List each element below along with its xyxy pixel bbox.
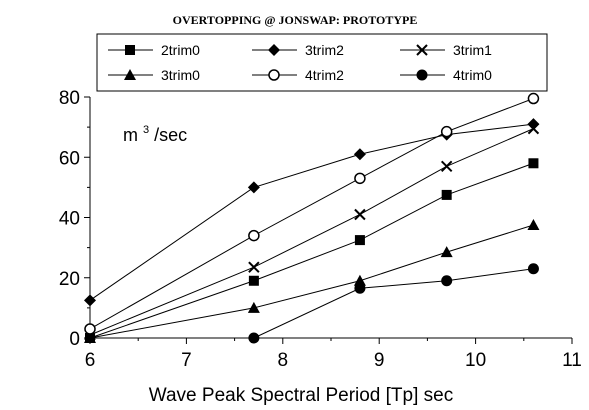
x-tick-label: 6 [85,350,96,371]
unit-superscript: 3 [143,124,149,136]
data-point-3trim2 [247,181,260,194]
data-point-4trim2 [248,229,260,242]
legend-label: 3trim2 [305,42,344,58]
data-point-3trim1 [354,208,366,221]
y-tick-label: 0 [69,329,80,350]
legend-item-4trim0: 4trim0 [400,67,492,83]
legend-item-3trim0: 3trim0 [108,67,200,83]
series-2trim0 [85,158,539,343]
data-point-4trim0 [248,332,260,344]
data-point-3trim2 [84,294,96,307]
legend-label: 3trim1 [453,42,492,58]
x-marker-stroke [248,261,260,273]
axes: 6 7 8 9 10 11 0 20 40 60 80 [59,88,582,371]
series-3trim0 [84,219,540,343]
legend-marker [268,44,280,56]
series-4trim2 [84,92,540,335]
x-tick-label: 9 [374,350,385,371]
legend-marker [268,69,280,81]
data-point-4trim0 [441,275,453,287]
legend-item-2trim0: 2trim0 [108,42,200,58]
x-marker-stroke [440,160,453,172]
unit-suffix: /sec [154,125,187,145]
data-point-3trim0 [247,301,260,313]
legend-item-3trim2: 3trim2 [252,42,344,58]
series-line-3trim1 [89,128,534,336]
data-point-3trim2 [353,148,366,161]
x-tick-label: 10 [465,350,486,371]
legend-item-3trim1: 3trim1 [400,42,492,58]
unit-annotation: m 3 /sec [123,117,187,145]
y-tick-label: 40 [59,209,80,230]
data-point-3trim0 [440,246,453,258]
x-axis-label: Wave Peak Spectral Period [Tp] sec [149,385,453,405]
unit-base: m [123,125,138,145]
chart-title: OVERTOPPING @ JONSWAP: PROTOTYPE [173,13,418,27]
legend-label: 4trim2 [305,67,344,83]
series-layer [84,92,540,344]
legend-item-4trim2: 4trim2 [252,67,344,83]
legend-label: 4trim0 [453,67,492,83]
data-point-3trim0 [84,332,96,343]
x-tick-label: 11 [562,350,582,371]
x-marker-stroke [527,122,540,135]
legend-marker [416,44,428,56]
data-point-3trim0 [527,219,540,231]
series-line-3trim0 [89,224,534,339]
x-marker-stroke [354,208,366,221]
data-point-4trim2 [84,323,96,335]
y-tick-label: 20 [59,269,80,290]
series-4trim0 [248,263,539,344]
series-line-4trim0 [253,268,534,339]
series-line-3trim2 [89,123,534,301]
series-line-2trim0 [89,162,534,339]
data-point-3trim1 [527,122,540,135]
legend-label: 3trim0 [161,67,200,83]
data-point-2trim0 [354,235,365,246]
series-3trim1 [84,122,540,341]
legend-label: 2trim0 [161,42,200,58]
data-point-2trim0 [248,275,259,286]
x-tick-label: 8 [278,350,289,371]
x-marker-stroke [416,44,428,56]
data-point-3trim2 [527,118,540,131]
series-3trim2 [84,118,540,307]
data-point-4trim2 [440,125,453,138]
legend: 2trim0 3trim2 3trim1 3trim0 4trim2 4trim0 [108,42,492,83]
data-point-3trim1 [440,160,453,172]
data-point-4trim2 [527,92,540,105]
legend-marker [124,69,136,80]
data-point-2trim0 [528,158,539,169]
data-point-4trim0 [354,282,366,294]
data-point-4trim0 [527,263,539,275]
data-point-4trim2 [354,172,366,185]
y-tick-label: 80 [59,88,80,109]
data-point-2trim0 [441,189,452,200]
y-tick-label: 60 [59,148,80,169]
x-tick-label: 7 [181,350,192,371]
data-point-3trim0 [353,274,366,286]
data-point-3trim1 [248,261,260,273]
legend-marker [416,69,428,81]
legend-box [96,33,548,92]
legend-marker [125,45,135,55]
